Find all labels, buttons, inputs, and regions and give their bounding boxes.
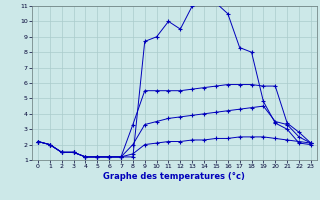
X-axis label: Graphe des temperatures (°c): Graphe des temperatures (°c) [103, 172, 245, 181]
